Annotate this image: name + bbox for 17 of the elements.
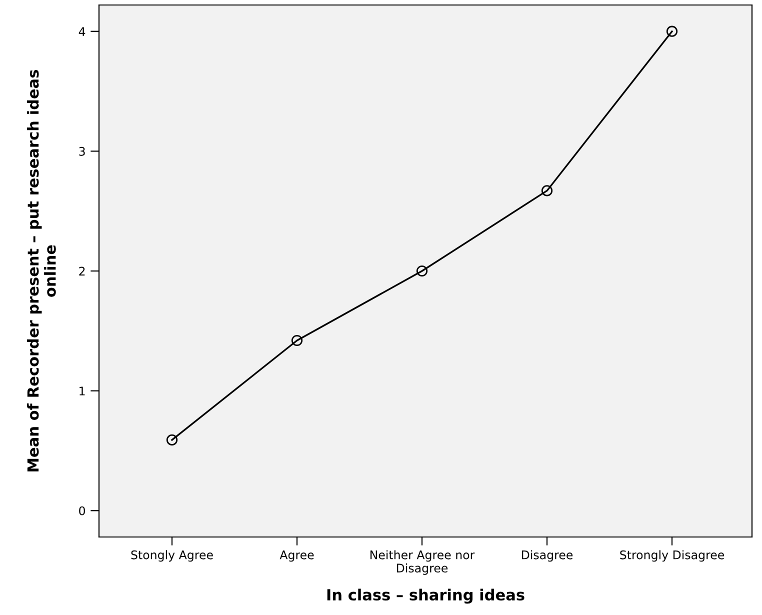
point: [541, 185, 553, 196]
y-axis-title: Mean of Recorder present – put research ideas online: [26, 70, 56, 472]
y-tick-label: 2: [79, 266, 85, 276]
y-tick-label: 0: [79, 506, 86, 516]
point: [416, 265, 428, 277]
point: [291, 334, 303, 346]
y-tick-label: 3: [79, 146, 85, 156]
x-tick-label: Agree: [280, 550, 314, 562]
x-tick-label: Neither Agree nor Disagree: [370, 550, 475, 575]
point: [166, 434, 178, 446]
x-tick-label: Strongly Disagree: [620, 550, 724, 562]
x-tick-label: Disagree: [522, 550, 573, 562]
y-tick-label: 1: [80, 386, 85, 396]
point: [666, 26, 678, 37]
x-axis-title: In class – sharing ideas: [327, 588, 524, 604]
x-tick-label: Stongly Agree: [131, 550, 213, 562]
y-tick-label: 4: [78, 27, 86, 36]
